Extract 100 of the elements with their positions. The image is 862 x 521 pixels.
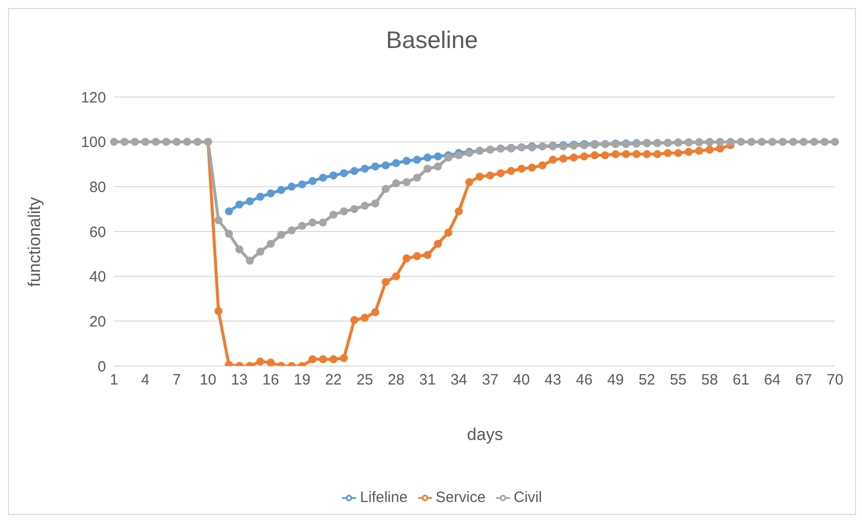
point bbox=[664, 149, 672, 158]
point bbox=[392, 159, 400, 168]
point bbox=[298, 180, 306, 188]
point bbox=[235, 200, 244, 209]
point bbox=[266, 358, 275, 366]
x-tick-label: 49 bbox=[607, 372, 624, 389]
chart-title: Baseline bbox=[384, 27, 480, 55]
point bbox=[329, 171, 338, 180]
point bbox=[308, 355, 317, 364]
y-tick-label: 40 bbox=[89, 268, 106, 286]
point bbox=[371, 308, 380, 316]
point bbox=[695, 146, 704, 155]
point bbox=[674, 149, 682, 158]
x-tick-label: 43 bbox=[544, 372, 562, 389]
point bbox=[288, 182, 296, 191]
x-tick-label: 70 bbox=[826, 372, 844, 389]
x-tick-label: 55 bbox=[670, 372, 687, 389]
point bbox=[256, 192, 264, 201]
x-tick-label: 10 bbox=[200, 372, 216, 389]
x-tick-label: 34 bbox=[450, 372, 468, 389]
legend-label: Lifeline bbox=[360, 489, 408, 506]
point bbox=[496, 169, 505, 178]
point bbox=[632, 150, 640, 158]
point bbox=[256, 358, 264, 366]
point bbox=[224, 207, 233, 216]
point bbox=[622, 150, 630, 158]
x-tick-label: 4 bbox=[141, 372, 150, 389]
x-tick-label: 40 bbox=[513, 372, 530, 389]
point bbox=[684, 148, 693, 156]
point bbox=[360, 164, 369, 173]
y-tick-label: 80 bbox=[89, 178, 106, 196]
point bbox=[559, 154, 568, 163]
y-tick-label: 0 bbox=[98, 358, 106, 376]
point bbox=[382, 161, 390, 170]
legend-label: Service bbox=[436, 489, 486, 506]
point bbox=[486, 171, 494, 180]
y-tick-label: 100 bbox=[80, 134, 106, 152]
point bbox=[434, 152, 442, 160]
x-tick-label: 19 bbox=[294, 372, 310, 389]
point bbox=[642, 150, 651, 158]
point bbox=[590, 151, 599, 160]
x-tick-label: 46 bbox=[576, 372, 593, 389]
point bbox=[318, 355, 327, 364]
point bbox=[716, 144, 724, 153]
x-tick-label: 61 bbox=[732, 372, 750, 389]
x-tick-label: 28 bbox=[388, 372, 404, 389]
x-tick-label: 52 bbox=[638, 372, 656, 389]
x-tick-label: 1 bbox=[110, 372, 118, 389]
y-tick-label: 60 bbox=[89, 224, 106, 241]
point bbox=[308, 177, 317, 186]
y-tick-label: 120 bbox=[80, 89, 106, 106]
point bbox=[318, 174, 327, 182]
point bbox=[548, 156, 557, 164]
point bbox=[612, 150, 620, 158]
x-tick-label: 16 bbox=[262, 372, 280, 389]
point bbox=[402, 156, 411, 165]
point bbox=[444, 228, 452, 237]
point bbox=[371, 162, 380, 170]
point bbox=[382, 278, 390, 286]
point bbox=[329, 355, 338, 364]
point bbox=[340, 169, 348, 178]
point bbox=[423, 251, 432, 260]
point bbox=[528, 164, 536, 172]
point bbox=[214, 307, 222, 316]
x-tick-label: 31 bbox=[419, 372, 436, 389]
x-tick-label: 13 bbox=[231, 372, 248, 389]
point bbox=[266, 189, 275, 198]
point bbox=[413, 252, 422, 260]
point bbox=[465, 178, 474, 186]
point bbox=[476, 172, 484, 181]
point bbox=[277, 186, 286, 194]
point bbox=[246, 197, 254, 206]
y-axis-title: functionality bbox=[25, 197, 45, 287]
x-tick-label: 22 bbox=[325, 372, 342, 389]
point bbox=[653, 150, 662, 158]
point bbox=[350, 316, 358, 324]
point bbox=[507, 166, 516, 175]
x-tick-label: 64 bbox=[764, 372, 781, 389]
x-tick-label: 25 bbox=[356, 372, 374, 389]
legend-label: Civil bbox=[514, 489, 542, 506]
point bbox=[570, 154, 578, 162]
x-tick-label: 58 bbox=[701, 372, 718, 389]
x-axis-title: days bbox=[466, 425, 504, 445]
point bbox=[518, 164, 526, 173]
point bbox=[538, 161, 546, 170]
point bbox=[340, 354, 348, 362]
point bbox=[454, 207, 463, 216]
x-tick-label: 7 bbox=[172, 372, 181, 389]
x-tick-label: 37 bbox=[482, 372, 499, 389]
point bbox=[423, 154, 432, 162]
point bbox=[601, 151, 610, 160]
x-tick-label: 67 bbox=[795, 372, 812, 389]
point bbox=[392, 272, 400, 280]
point bbox=[402, 254, 411, 262]
y-tick-label: 20 bbox=[89, 313, 106, 330]
point bbox=[580, 152, 588, 160]
point bbox=[434, 240, 442, 248]
point bbox=[350, 166, 358, 175]
point bbox=[706, 146, 714, 154]
point bbox=[413, 156, 422, 164]
